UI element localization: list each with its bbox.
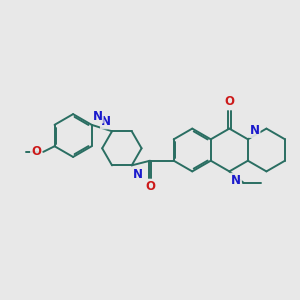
Text: O: O [145, 180, 155, 194]
Text: O: O [31, 146, 41, 158]
Text: O: O [224, 95, 234, 108]
Text: N: N [93, 110, 103, 123]
Text: N: N [133, 168, 143, 181]
Text: N: N [250, 124, 260, 137]
Text: N: N [231, 174, 241, 187]
Text: N: N [101, 116, 111, 128]
